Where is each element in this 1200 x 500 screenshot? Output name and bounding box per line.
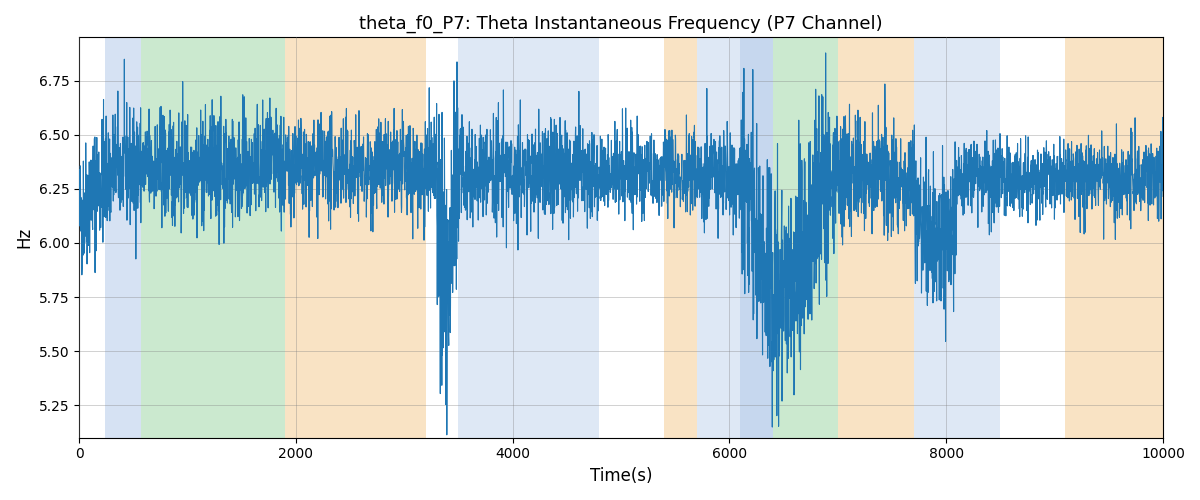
Bar <box>106 38 140 438</box>
Bar <box>773 38 838 438</box>
X-axis label: Time(s): Time(s) <box>589 467 653 485</box>
Bar <box>740 38 773 438</box>
Title: theta_f0_P7: Theta Instantaneous Frequency (P7 Channel): theta_f0_P7: Theta Instantaneous Frequen… <box>359 15 883 34</box>
Bar <box>697 38 740 438</box>
Bar <box>665 38 697 438</box>
Bar <box>838 38 913 438</box>
Bar <box>1066 38 1163 438</box>
Bar <box>913 38 1001 438</box>
Bar <box>458 38 599 438</box>
Y-axis label: Hz: Hz <box>14 227 32 248</box>
Bar <box>284 38 426 438</box>
Bar <box>140 38 284 438</box>
